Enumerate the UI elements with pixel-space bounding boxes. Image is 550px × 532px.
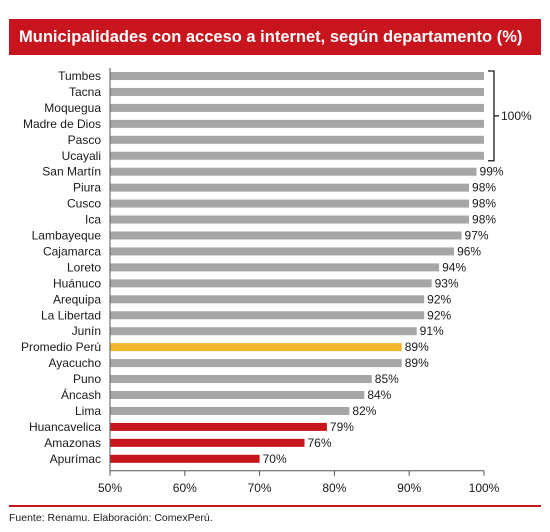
value-label: 96% xyxy=(457,244,481,258)
value-label: 91% xyxy=(420,324,444,338)
chart-source: Fuente: Renamu. Elaboración: ComexPerú. xyxy=(9,512,213,524)
bar-12 xyxy=(110,263,440,272)
bar-11 xyxy=(110,247,455,256)
x-tick-label: 80% xyxy=(322,481,346,495)
chart-title: Municipalidades con acceso a internet, s… xyxy=(9,19,541,55)
bar-5 xyxy=(110,151,484,160)
bar-21 xyxy=(110,406,350,415)
category-label: Lima xyxy=(75,404,101,418)
category-label: Promedio Perú xyxy=(21,340,101,354)
bar-6 xyxy=(110,167,477,176)
bar-10 xyxy=(110,231,462,240)
bar-16 xyxy=(110,327,417,336)
bar-20 xyxy=(110,391,365,399)
x-tick-label: 70% xyxy=(248,481,272,495)
bar-7 xyxy=(110,183,470,192)
bar-9 xyxy=(110,215,470,224)
category-label: Moquegua xyxy=(44,101,101,115)
value-label: 79% xyxy=(330,420,354,434)
value-label: 98% xyxy=(472,197,496,211)
category-label: Huánuco xyxy=(53,276,101,290)
category-label: Arequipa xyxy=(53,292,101,306)
value-label: 70% xyxy=(263,452,287,466)
bar-4 xyxy=(110,135,484,144)
bar-2 xyxy=(110,103,484,112)
category-label: Apurímac xyxy=(50,452,101,466)
value-label: 89% xyxy=(405,340,429,354)
category-label: Cajamarca xyxy=(43,244,101,258)
category-label: Tumbes xyxy=(58,69,101,83)
bar-13 xyxy=(110,279,432,288)
category-label: La Libertad xyxy=(41,308,101,322)
group-bracket xyxy=(488,70,495,162)
value-label: 92% xyxy=(427,308,451,322)
bar-15 xyxy=(110,311,425,320)
value-label: 93% xyxy=(435,276,459,290)
category-label: Madre de Dios xyxy=(23,117,101,131)
category-label: Ucayali xyxy=(62,149,101,163)
value-label: 76% xyxy=(307,436,331,450)
category-label: San Martín xyxy=(42,165,101,179)
category-label: Lambayeque xyxy=(32,229,102,243)
bar-19 xyxy=(110,375,372,384)
bar-18 xyxy=(110,359,402,368)
bar-1 xyxy=(110,87,484,96)
value-label: 84% xyxy=(367,388,391,402)
category-label: Amazonas xyxy=(44,436,101,450)
category-label: Puno xyxy=(73,372,101,386)
bar-17 xyxy=(110,343,402,352)
bar-8 xyxy=(110,199,470,208)
category-label: Tacna xyxy=(69,85,101,99)
category-label: Ayacucho xyxy=(49,356,102,370)
category-label: Loreto xyxy=(67,260,101,274)
x-tick-label: 100% xyxy=(469,481,500,495)
x-tick-label: 60% xyxy=(173,481,197,495)
value-label: 94% xyxy=(442,260,466,274)
value-label: 92% xyxy=(427,292,451,306)
value-label: 98% xyxy=(472,181,496,195)
x-tick-label: 50% xyxy=(98,481,122,495)
bar-14 xyxy=(110,295,425,304)
value-label: 98% xyxy=(472,213,496,227)
bar-0 xyxy=(110,72,484,80)
category-label: Ica xyxy=(85,213,101,227)
value-label: 82% xyxy=(352,404,376,418)
value-label: 97% xyxy=(465,229,489,243)
bar-23 xyxy=(110,438,305,447)
group-annotation: 100% xyxy=(501,109,532,123)
category-label: Junín xyxy=(72,324,101,338)
category-label: Cusco xyxy=(67,197,101,211)
category-label: Piura xyxy=(73,181,101,195)
category-label: Huancavelica xyxy=(29,420,101,434)
bar-3 xyxy=(110,119,484,128)
x-tick-label: 90% xyxy=(397,481,421,495)
bar-24 xyxy=(110,454,260,463)
bar-22 xyxy=(110,422,327,431)
category-label: Áncash xyxy=(61,387,101,402)
footer-divider xyxy=(9,505,541,507)
value-label: 89% xyxy=(405,356,429,370)
value-label: 85% xyxy=(375,372,399,386)
value-label: 99% xyxy=(480,165,504,179)
category-label: Pasco xyxy=(68,133,102,147)
